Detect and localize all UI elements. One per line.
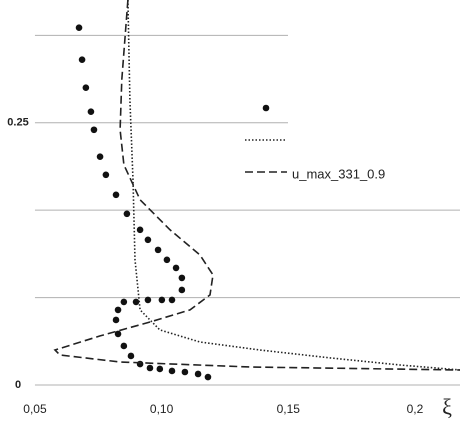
data-point xyxy=(114,306,122,314)
data-point xyxy=(178,286,186,294)
data-point xyxy=(90,126,98,134)
line xyxy=(53,0,460,371)
data-point xyxy=(112,316,120,324)
data-point xyxy=(168,367,176,375)
data-point xyxy=(120,298,128,306)
data-point xyxy=(78,56,86,63)
data-point xyxy=(172,264,180,272)
y-tick-label: 0.25 xyxy=(7,117,28,129)
legend-marker xyxy=(262,104,270,112)
data-point xyxy=(156,365,164,373)
legend-label: u_max_331_0.9 xyxy=(292,166,385,181)
data-point xyxy=(168,296,176,304)
data-point xyxy=(120,342,128,350)
data-point xyxy=(194,370,202,378)
data-point xyxy=(112,191,120,199)
data-point xyxy=(158,296,166,304)
data-point xyxy=(163,256,171,264)
legend-box xyxy=(288,18,460,193)
data-point xyxy=(96,153,104,161)
data-point xyxy=(132,298,140,306)
data-point xyxy=(114,330,122,338)
data-point xyxy=(136,360,144,368)
data-point xyxy=(87,108,95,116)
x-tick-label: 0,10 xyxy=(150,402,174,416)
data-point xyxy=(204,373,212,381)
data-point xyxy=(75,24,83,31)
y-tick-label: 0 xyxy=(15,379,21,391)
x-tick-label: 0,2 xyxy=(407,402,424,416)
data-point xyxy=(82,84,90,92)
data-point xyxy=(154,246,162,254)
data-point xyxy=(127,352,135,360)
data-point xyxy=(146,364,154,372)
data-point xyxy=(123,210,131,218)
x-tick-label: 0,05 xyxy=(23,402,47,416)
data-point xyxy=(144,296,152,304)
x-axis-label: ξ xyxy=(442,394,452,419)
data-point xyxy=(136,226,144,234)
data-point xyxy=(102,171,110,179)
data-point xyxy=(144,236,152,244)
data-point xyxy=(181,368,189,376)
data-point xyxy=(178,274,186,282)
x-tick-label: 0,15 xyxy=(277,402,301,416)
